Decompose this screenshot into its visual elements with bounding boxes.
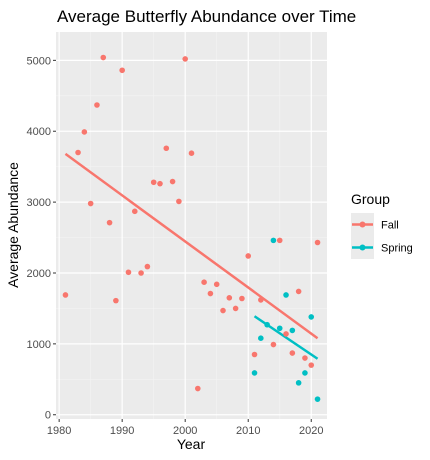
data-point-fall (188, 150, 195, 157)
data-point-spring (295, 380, 302, 386)
data-point-spring (251, 370, 258, 376)
data-point-fall (207, 290, 214, 297)
legend-label: Fall (381, 220, 399, 232)
data-point-fall (169, 178, 176, 185)
y-tick-label: 4000 (27, 126, 51, 138)
data-point-fall (75, 149, 81, 156)
data-point-fall (195, 385, 201, 392)
data-point-fall (106, 219, 113, 226)
y-tick-label: 1000 (27, 339, 51, 351)
data-point-spring (264, 321, 270, 328)
data-point-fall (308, 362, 315, 368)
axis-layer: 1980 1990 2000 2010 2020 0 1000 2000 3000 4000 500… (27, 55, 324, 437)
data-point-fall (276, 237, 283, 244)
data-point-fall (201, 279, 207, 286)
x-tick-label: 2020 (299, 425, 323, 437)
data-point-spring (276, 325, 283, 332)
x-tick-label: 2000 (173, 425, 197, 437)
data-point-fall (232, 305, 239, 312)
data-point-spring (302, 370, 308, 376)
data-point-fall (144, 263, 151, 270)
legend-label: Spring (381, 243, 413, 255)
legend-entries: Fall Spring (351, 213, 413, 259)
data-point-spring (314, 396, 321, 402)
legend: Group Fall Spring (351, 191, 413, 259)
data-point-fall (258, 297, 264, 303)
data-point-fall (289, 350, 296, 356)
data-point-fall (283, 331, 289, 337)
data-point-fall (245, 253, 252, 259)
y-tick-label: 5000 (27, 55, 51, 67)
legend-title: Group (351, 191, 390, 207)
legend-item-fall: Fall (351, 213, 399, 236)
data-point-fall (251, 351, 258, 358)
data-point-spring (270, 237, 277, 244)
y-tick-label: 0 (45, 410, 51, 422)
plot-panel (56, 32, 327, 419)
y-tick-label: 3000 (27, 197, 51, 209)
data-point-fall (157, 180, 163, 187)
data-point-fall (62, 292, 69, 298)
data-point-fall (150, 179, 157, 186)
data-point-fall (220, 307, 226, 314)
data-point-fall (119, 67, 125, 74)
data-point-spring (289, 327, 296, 334)
data-point-fall (163, 145, 170, 152)
data-point-spring (308, 314, 315, 320)
x-tick-label: 1990 (110, 425, 134, 437)
chart-title: Average Butterfly Abundance over Time (57, 7, 356, 26)
legend-key-point (359, 221, 366, 228)
data-point-fall (239, 295, 245, 302)
data-point-fall (125, 269, 132, 276)
x-tick-label: 1980 (47, 425, 71, 437)
y-axis-title: Average Abundance (5, 162, 21, 288)
point-layer (62, 54, 321, 402)
data-point-fall (226, 294, 233, 301)
data-point-fall (94, 102, 100, 108)
data-point-fall (302, 355, 308, 361)
trend-line-fall (64, 152, 319, 340)
data-point-fall (81, 129, 88, 135)
x-axis-title: Year (177, 436, 206, 452)
data-point-fall (87, 200, 94, 207)
data-point-fall (270, 341, 277, 348)
data-point-fall (138, 270, 144, 276)
data-point-fall (113, 297, 119, 304)
legend-key-point (359, 244, 366, 251)
data-point-fall (182, 56, 188, 62)
x-tick-label: 2010 (236, 425, 260, 437)
data-point-fall (100, 54, 107, 61)
data-point-fall (213, 281, 220, 288)
legend-item-spring: Spring (351, 236, 413, 259)
data-point-spring (283, 292, 289, 298)
y-tick-label: 2000 (27, 268, 51, 280)
data-point-fall (295, 288, 302, 295)
data-point-fall (176, 198, 182, 205)
data-point-fall (131, 208, 138, 215)
data-point-spring (258, 335, 264, 341)
data-point-fall (314, 239, 321, 246)
